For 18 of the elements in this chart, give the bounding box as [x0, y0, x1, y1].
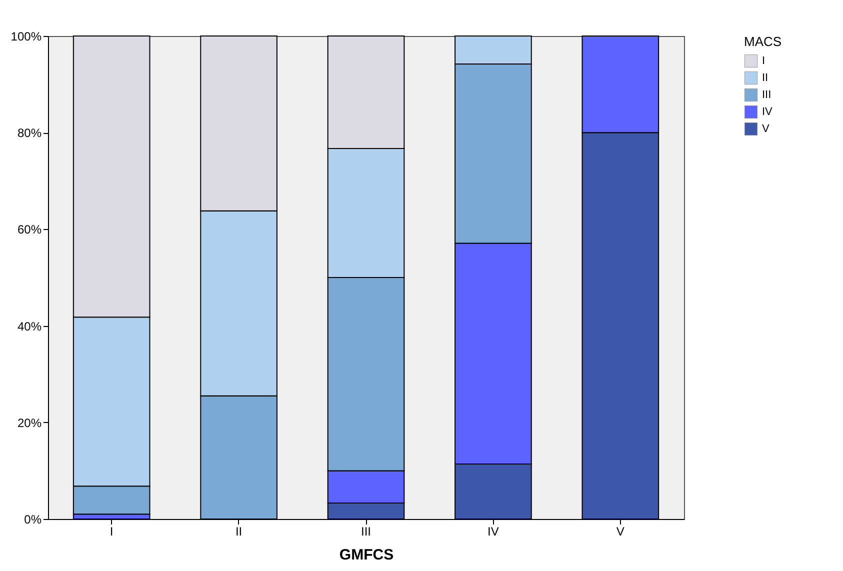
y-tick-label: 60%	[17, 222, 42, 237]
y-tick-label: 80%	[17, 126, 42, 140]
legend-label: III	[762, 89, 772, 101]
x-tick-label: IV	[488, 524, 499, 538]
y-tick-label: 0%	[24, 512, 42, 526]
legend-label: II	[762, 72, 768, 84]
y-tick-label: 20%	[17, 416, 42, 430]
y-tick-label: 40%	[17, 319, 42, 334]
x-tick-label: V	[616, 524, 624, 538]
legend-title: MACS	[744, 34, 782, 49]
x-tick-label: II	[235, 524, 242, 538]
x-tick-label: I	[110, 524, 114, 538]
legend-label: I	[762, 55, 766, 67]
y-tick-label: 100%	[10, 30, 42, 44]
legend-label: V	[762, 123, 770, 135]
x-axis-title: GMFCS	[339, 546, 394, 564]
x-tick-label: III	[360, 524, 372, 538]
legend-label: IV	[762, 106, 774, 118]
